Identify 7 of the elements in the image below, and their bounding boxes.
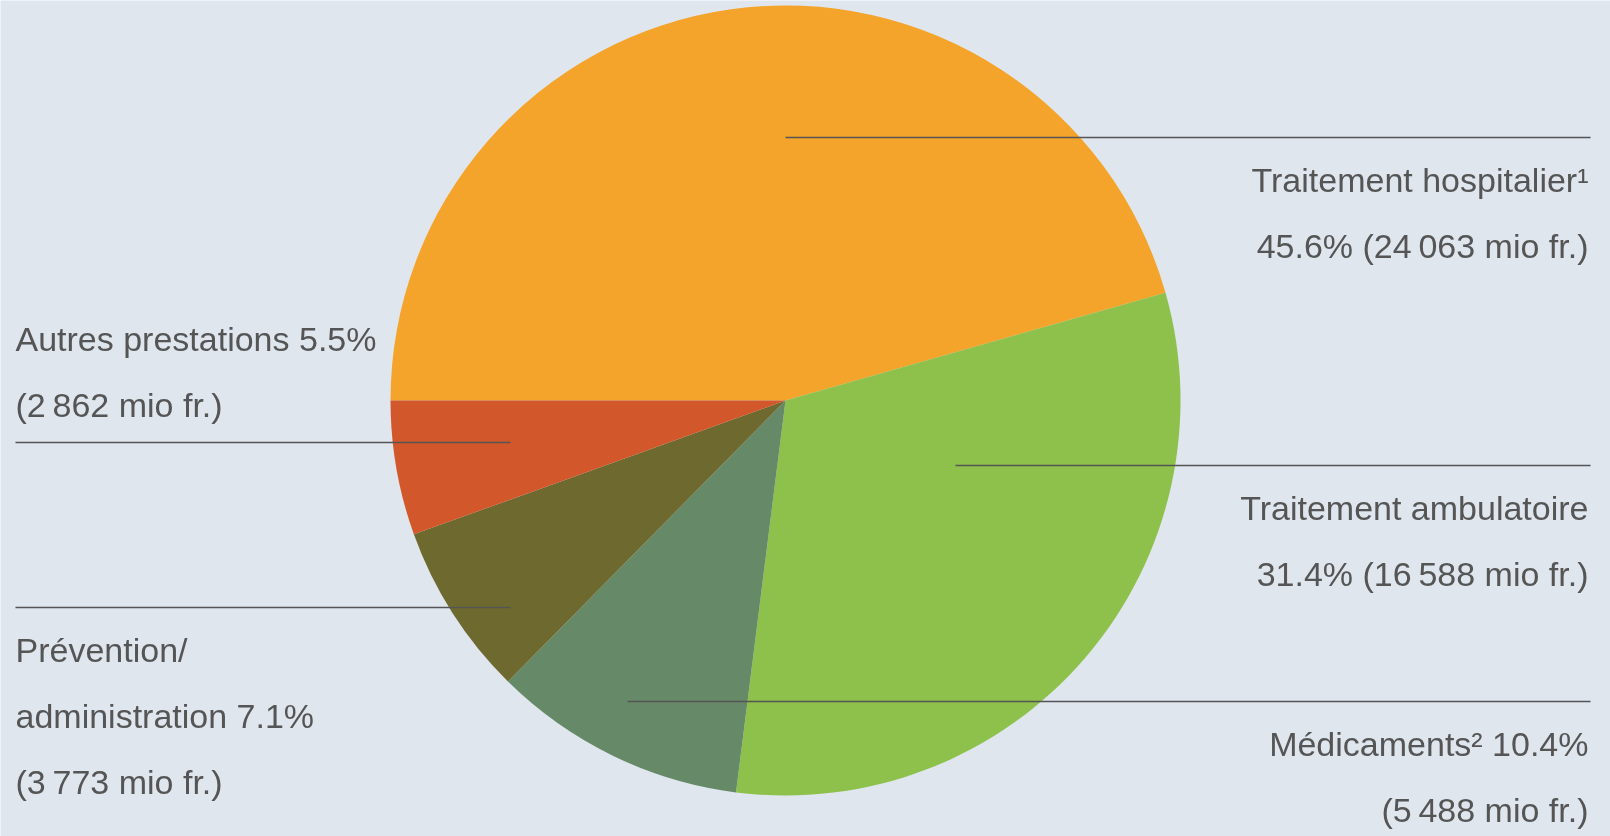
slice-label: Traitement ambulatoire	[1240, 488, 1589, 527]
slice-label: Prévention/ administration 7.1% (3 773 mio fr.)	[15, 630, 315, 801]
data-label: 45.6% (24 063 mio fr.)	[1256, 226, 1589, 265]
slice-label: Traitement hospitalier¹	[1251, 160, 1589, 199]
slice-label: Autres prestations 5.5% (2 862 mio fr.)	[15, 319, 377, 424]
slice-label: Médicaments² 10.4% (5 488 mio fr.)	[1269, 724, 1589, 829]
data-label: 31.4% (16 588 mio fr.)	[1256, 554, 1589, 593]
